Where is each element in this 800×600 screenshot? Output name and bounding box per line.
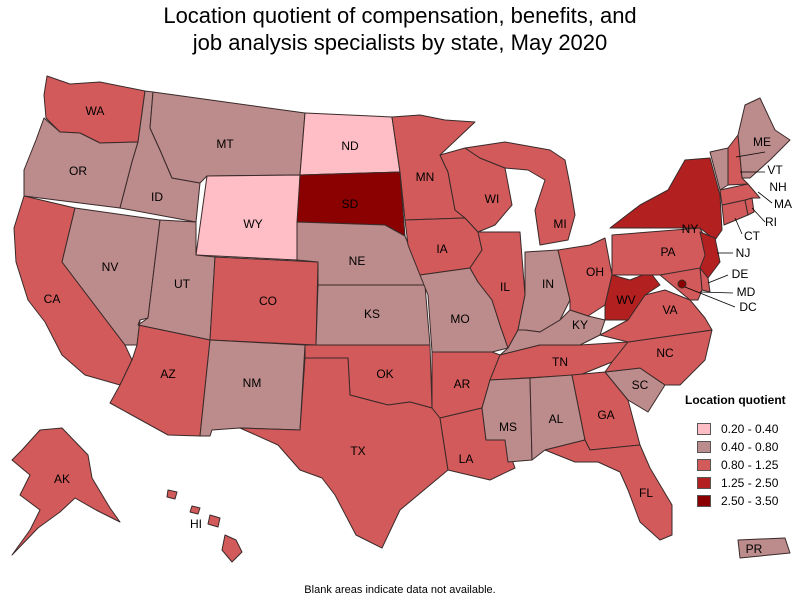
label-ri: RI xyxy=(765,215,777,229)
label-nd: ND xyxy=(341,139,359,153)
label-al: AL xyxy=(549,412,564,426)
state-me[interactable] xyxy=(737,97,791,179)
legend-label: 2.50 - 3.50 xyxy=(721,494,779,508)
label-id: ID xyxy=(151,190,163,204)
leader-dc xyxy=(684,286,736,308)
legend-item: 0.20 - 0.40 xyxy=(697,422,778,436)
label-pa: PA xyxy=(660,245,675,259)
label-fl: FL xyxy=(639,486,653,500)
label-nh: NH xyxy=(769,180,786,194)
state-hi-maui[interactable] xyxy=(207,514,221,528)
legend-swatch xyxy=(697,477,711,489)
label-ky: KY xyxy=(572,318,588,332)
legend-item: 2.50 - 3.50 xyxy=(697,494,778,508)
legend-item: 0.80 - 1.25 xyxy=(697,458,778,472)
label-ct: CT xyxy=(744,229,761,243)
label-wi: WI xyxy=(485,192,500,206)
label-oh: OH xyxy=(586,265,604,279)
state-ny[interactable] xyxy=(609,157,723,241)
label-tn: TN xyxy=(552,355,568,369)
label-nc: NC xyxy=(656,346,674,360)
label-vt: VT xyxy=(767,163,783,177)
state-mi[interactable] xyxy=(464,141,576,246)
map-title-line-1: Location quotient of compensation, benef… xyxy=(163,3,637,28)
leader-vt xyxy=(735,151,766,158)
label-ny: NY xyxy=(682,222,699,236)
map-title-line-2: job analysis specialists by state, May 2… xyxy=(192,30,608,55)
footnote: Blank areas indicate data not available. xyxy=(304,584,496,596)
state-nc[interactable] xyxy=(604,329,713,386)
map-title: Location quotient of compensation, benef… xyxy=(0,2,800,56)
legend-label: 0.80 - 1.25 xyxy=(721,458,779,472)
label-dc: DC xyxy=(739,300,757,314)
label-hi: HI xyxy=(190,517,202,531)
label-sc: SC xyxy=(632,378,649,392)
label-sd: SD xyxy=(342,197,359,211)
label-mi: MI xyxy=(553,217,566,231)
label-or: OR xyxy=(69,164,87,178)
state-ak[interactable] xyxy=(11,427,121,556)
label-ca: CA xyxy=(44,292,61,306)
label-ia: IA xyxy=(436,242,447,256)
state-il[interactable] xyxy=(469,231,526,349)
state-pr[interactable] xyxy=(737,537,791,559)
state-hi-main[interactable] xyxy=(221,534,243,563)
label-mn: MN xyxy=(416,170,435,184)
label-nm: NM xyxy=(243,376,262,390)
label-la: LA xyxy=(459,452,474,466)
label-wv: WV xyxy=(616,293,635,307)
state-wv[interactable] xyxy=(604,271,661,321)
label-ut: UT xyxy=(174,277,191,291)
label-me: ME xyxy=(753,135,771,149)
legend-label: 1.25 - 2.50 xyxy=(721,476,779,490)
label-ks: KS xyxy=(364,307,380,321)
leader-md xyxy=(699,291,734,294)
legend-item: 0.40 - 0.80 xyxy=(697,440,778,454)
label-ne: NE xyxy=(349,254,366,268)
legend-swatch xyxy=(697,495,711,507)
state-tx[interactable] xyxy=(239,357,449,549)
label-mo: MO xyxy=(450,312,469,326)
state-nm[interactable] xyxy=(199,339,306,437)
label-wa: WA xyxy=(86,104,105,118)
leader-ri xyxy=(751,207,766,223)
label-wy: WY xyxy=(243,217,262,231)
leader-ct xyxy=(734,217,743,235)
label-nv: NV xyxy=(102,260,119,274)
label-ga: GA xyxy=(597,408,614,422)
legend-swatch xyxy=(697,441,711,453)
label-pr: PR xyxy=(746,542,763,556)
label-nj: NJ xyxy=(736,246,751,260)
label-ok: OK xyxy=(376,367,393,381)
label-il: IL xyxy=(500,280,510,294)
state-nh[interactable] xyxy=(727,134,749,186)
state-hi-oahu[interactable] xyxy=(189,505,201,515)
label-co: CO xyxy=(259,294,277,308)
legend-swatch xyxy=(697,459,711,471)
label-de: DE xyxy=(732,267,749,281)
label-ma: MA xyxy=(774,197,792,211)
label-va: VA xyxy=(662,303,677,317)
legend-item: 1.25 - 2.50 xyxy=(697,476,778,490)
label-ms: MS xyxy=(499,420,517,434)
label-ar: AR xyxy=(454,377,471,391)
legend-label: 0.20 - 0.40 xyxy=(721,422,779,436)
label-in: IN xyxy=(542,277,554,291)
label-md: MD xyxy=(737,285,756,299)
label-ak: AK xyxy=(54,472,70,486)
state-hi-kauai[interactable] xyxy=(166,489,178,500)
label-az: AZ xyxy=(160,367,175,381)
leader-ma xyxy=(757,191,773,204)
label-mt: MT xyxy=(216,137,234,151)
state-fl[interactable] xyxy=(544,439,673,541)
legend-swatch xyxy=(697,423,711,435)
label-tx: TX xyxy=(350,444,365,458)
state-dc[interactable] xyxy=(677,279,687,289)
leader-de xyxy=(707,274,729,284)
legend-label: 0.40 - 0.80 xyxy=(721,440,779,454)
legend-title: Location quotient xyxy=(685,393,786,407)
